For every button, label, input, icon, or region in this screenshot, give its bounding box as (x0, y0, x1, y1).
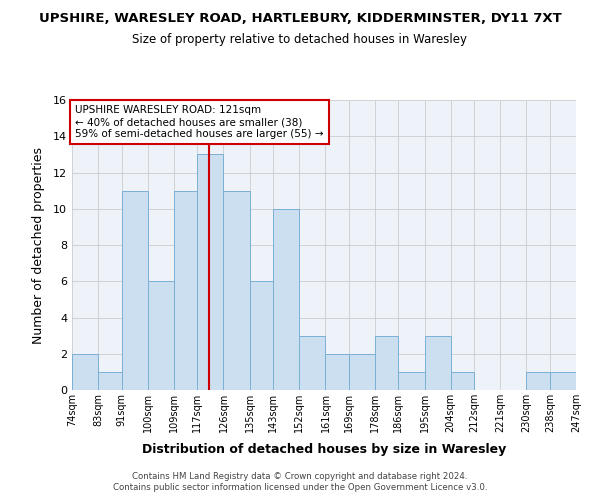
Bar (148, 281, 174, 390)
Text: Size of property relative to detached houses in Waresley: Size of property relative to detached ho… (133, 32, 467, 46)
Bar (250, 281, 273, 390)
Bar (122, 190, 148, 390)
Bar (273, 209, 299, 390)
Bar (375, 336, 398, 390)
Bar (451, 372, 474, 390)
Bar (550, 372, 576, 390)
Bar (197, 154, 223, 390)
Bar (223, 190, 250, 390)
Y-axis label: Number of detached properties: Number of detached properties (32, 146, 44, 344)
Bar (398, 372, 425, 390)
Text: UPSHIRE WARESLEY ROAD: 121sqm
← 40% of detached houses are smaller (38)
59% of s: UPSHIRE WARESLEY ROAD: 121sqm ← 40% of d… (75, 106, 323, 138)
Bar (299, 336, 325, 390)
Bar (325, 354, 349, 390)
Bar (425, 336, 451, 390)
Bar (174, 190, 197, 390)
Text: Contains HM Land Registry data © Crown copyright and database right 2024.: Contains HM Land Registry data © Crown c… (132, 472, 468, 481)
Bar (349, 354, 375, 390)
Text: Contains public sector information licensed under the Open Government Licence v3: Contains public sector information licen… (113, 484, 487, 492)
Bar (98, 372, 122, 390)
Text: UPSHIRE, WARESLEY ROAD, HARTLEBURY, KIDDERMINSTER, DY11 7XT: UPSHIRE, WARESLEY ROAD, HARTLEBURY, KIDD… (38, 12, 562, 26)
X-axis label: Distribution of detached houses by size in Waresley: Distribution of detached houses by size … (142, 444, 506, 456)
Bar (526, 372, 550, 390)
Bar (72, 354, 98, 390)
